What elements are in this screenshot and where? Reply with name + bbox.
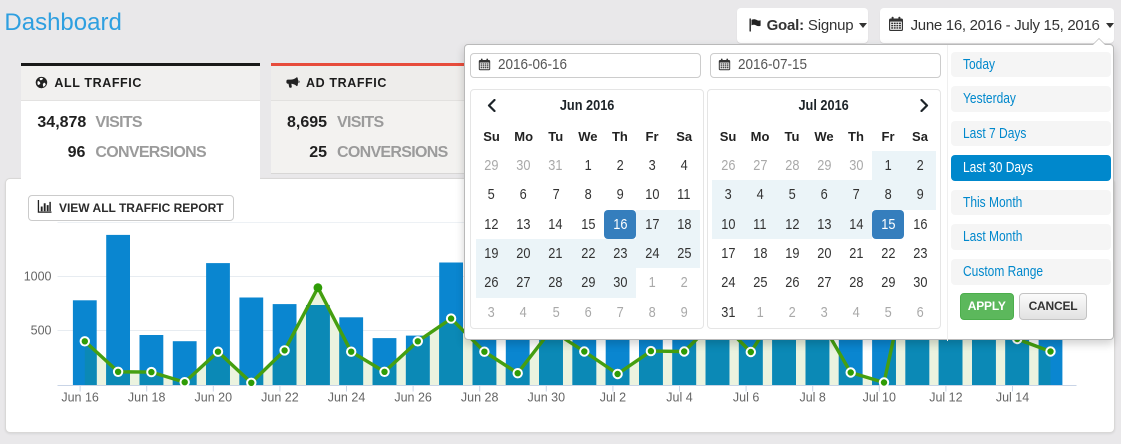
svg-text:Jul 4: Jul 4 — [666, 391, 692, 405]
svg-text:Jun 24: Jun 24 — [328, 391, 366, 405]
svg-text:Jun 26: Jun 26 — [394, 391, 432, 405]
svg-text:Jun 28: Jun 28 — [461, 391, 499, 405]
svg-text:Jul 10: Jul 10 — [863, 391, 896, 405]
svg-text:500: 500 — [31, 324, 52, 338]
svg-text:Jun 18: Jun 18 — [128, 391, 166, 405]
svg-text:Jul 12: Jul 12 — [929, 391, 962, 405]
svg-text:Jun 22: Jun 22 — [261, 391, 299, 405]
svg-text:Jul 6: Jul 6 — [733, 391, 759, 405]
svg-text:Jul 8: Jul 8 — [799, 391, 825, 405]
svg-text:Jul 14: Jul 14 — [996, 391, 1029, 405]
svg-text:Jun 30: Jun 30 — [528, 391, 566, 405]
svg-text:1000: 1000 — [24, 270, 52, 284]
svg-text:Jul 2: Jul 2 — [600, 391, 626, 405]
svg-text:Jun 16: Jun 16 — [61, 391, 99, 405]
svg-text:Jun 20: Jun 20 — [195, 391, 233, 405]
